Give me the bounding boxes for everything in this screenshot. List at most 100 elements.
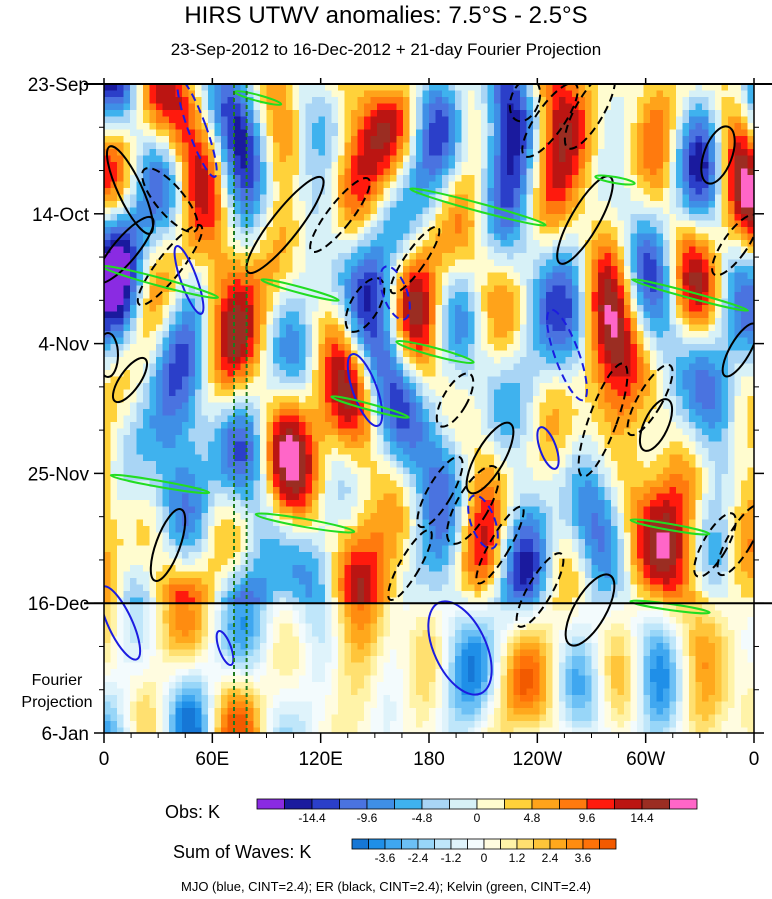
field-cell (520, 266, 527, 273)
field-cell (741, 350, 748, 358)
field-cell (572, 370, 579, 377)
field-cell (364, 214, 371, 221)
field-cell (591, 129, 599, 137)
field-cell (279, 266, 287, 273)
field-cell (604, 188, 612, 195)
field-cell (500, 168, 508, 176)
field-cell (650, 350, 657, 358)
field-cell (279, 188, 287, 195)
field-cell (663, 370, 670, 377)
field-cell (162, 207, 170, 215)
field-cell (513, 376, 521, 384)
field-cell (383, 389, 391, 397)
field-cell (260, 97, 267, 104)
field-cell (123, 129, 131, 137)
field-cell (669, 227, 677, 234)
field-cell (578, 168, 586, 176)
field-cell (162, 337, 170, 345)
field-cell (156, 129, 163, 137)
field-cell (344, 298, 352, 306)
field-cell (247, 357, 254, 364)
field-cell (637, 292, 644, 299)
field-cell (728, 201, 735, 208)
field-cell (331, 149, 339, 156)
field-cell (318, 318, 326, 325)
field-cell (552, 272, 560, 280)
field-cell (208, 110, 215, 117)
field-cell (214, 331, 222, 338)
field-cell (617, 110, 625, 117)
field-cell (494, 149, 501, 156)
field-cell (708, 90, 716, 98)
field-cell (247, 311, 254, 319)
field-cell (442, 376, 449, 384)
field-cell (507, 123, 514, 130)
field-cell (104, 402, 111, 410)
field-cell (143, 259, 150, 267)
field-cell (604, 344, 612, 351)
field-cell (663, 142, 670, 150)
field-cell (169, 188, 176, 195)
field-cell (507, 240, 514, 247)
field-cell (435, 116, 443, 124)
field-cell (338, 402, 345, 410)
field-cell (175, 162, 183, 169)
field-cell (650, 90, 657, 98)
field-cell (715, 97, 722, 104)
field-cell (721, 214, 729, 221)
field-cell (533, 311, 540, 319)
field-cell (669, 116, 677, 124)
field-cell (604, 363, 612, 371)
field-cell (325, 259, 332, 267)
field-cell (676, 142, 683, 150)
field-cell (182, 233, 189, 241)
field-cell (117, 168, 124, 176)
field-cell (591, 318, 599, 325)
field-cell (305, 357, 313, 364)
field-cell (474, 201, 482, 208)
field-cell (403, 162, 410, 169)
field-cell (455, 396, 462, 403)
field-cell (494, 240, 501, 247)
field-cell (533, 214, 540, 221)
field-cell (747, 97, 754, 104)
field-cell (520, 344, 527, 351)
field-cell (741, 240, 748, 247)
field-cell (312, 331, 319, 338)
field-cell (169, 259, 176, 267)
field-cell (669, 97, 677, 104)
field-cell (715, 357, 722, 364)
field-cell (669, 162, 677, 169)
field-cell (325, 253, 332, 260)
field-cell (559, 266, 566, 273)
field-cell (637, 324, 644, 332)
field-cell (143, 201, 150, 208)
field-cell (448, 168, 456, 176)
field-cell (715, 259, 722, 267)
field-cell (637, 207, 644, 215)
field-cell (474, 363, 482, 371)
field-cell (669, 90, 677, 98)
field-cell (130, 84, 137, 91)
field-cell (624, 227, 631, 234)
field-cell (500, 136, 508, 143)
field-cell (734, 110, 742, 117)
field-cell (520, 129, 527, 137)
field-cell (656, 337, 664, 345)
field-cell (507, 116, 514, 124)
field-cell (533, 155, 540, 163)
field-cell (286, 292, 293, 299)
field-cell (695, 129, 703, 137)
field-cell (481, 97, 488, 104)
field-cell (182, 240, 189, 247)
field-cell (305, 389, 313, 397)
field-cell (455, 103, 462, 111)
field-cell (117, 337, 124, 345)
field-cell (149, 331, 157, 338)
field-cell (149, 136, 157, 143)
field-cell (253, 240, 261, 247)
field-cell (539, 272, 547, 280)
field-cell (175, 376, 183, 384)
field-cell (637, 162, 644, 169)
field-cell (682, 305, 690, 312)
